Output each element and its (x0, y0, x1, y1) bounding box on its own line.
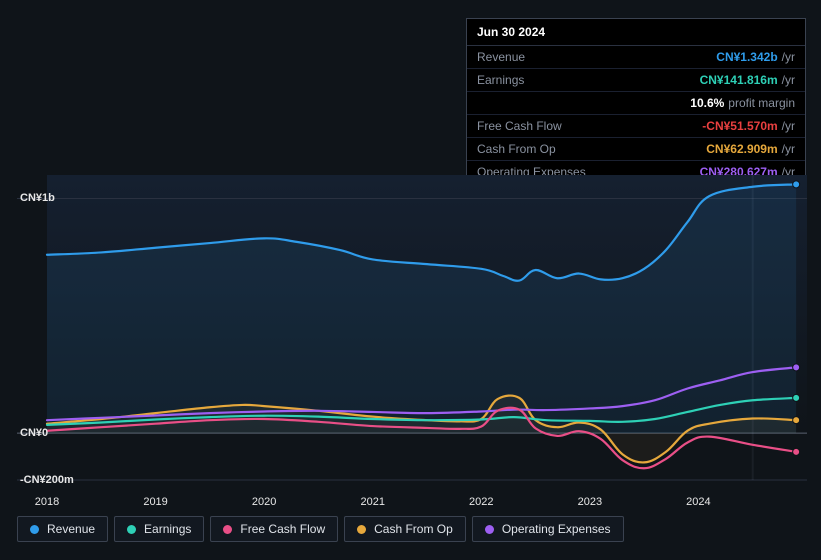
legend-item-label: Free Cash Flow (240, 522, 325, 536)
tooltip-row-unit: /yr (782, 142, 795, 156)
tooltip-row-label: Earnings (477, 73, 524, 87)
legend-item-earnings[interactable]: Earnings (114, 516, 204, 542)
tooltip-row-unit: /yr (782, 73, 795, 87)
tooltip-row-unit: /yr (782, 50, 795, 64)
tooltip-row-value: 10.6% (690, 96, 724, 110)
legend-item-cash_from_op[interactable]: Cash From Op (344, 516, 466, 542)
x-axis-label: 2019 (143, 496, 167, 508)
x-axis-label: 2020 (252, 496, 276, 508)
legend-item-op_expenses[interactable]: Operating Expenses (472, 516, 624, 542)
tooltip-row-unit: profit margin (728, 96, 795, 110)
x-axis-label: 2022 (469, 496, 493, 508)
legend-item-label: Cash From Op (374, 522, 453, 536)
chart-svg (17, 155, 807, 485)
legend-item-fcf[interactable]: Free Cash Flow (210, 516, 338, 542)
tooltip-row-value: CN¥141.816m (700, 73, 778, 87)
legend-item-label: Earnings (144, 522, 191, 536)
tooltip-row-label: Cash From Op (477, 142, 556, 156)
x-axis-label: 2018 (35, 496, 59, 508)
tooltip-row-label: Free Cash Flow (477, 119, 562, 133)
tooltip-row-value: -CN¥51.570m (702, 119, 777, 133)
x-axis-label: 2021 (360, 496, 384, 508)
y-axis-label: CN¥0 (20, 427, 48, 439)
tooltip-row: Free Cash Flow -CN¥51.570m/yr (467, 115, 805, 138)
tooltip-row: 10.6% profit margin (467, 92, 805, 115)
legend-item-label: Revenue (47, 522, 95, 536)
tooltip-row-value: CN¥1.342b (716, 50, 777, 64)
x-axis-label: 2024 (686, 496, 710, 508)
tooltip-row-label: Revenue (477, 50, 525, 64)
legend-swatch-icon (127, 525, 136, 534)
tooltip-row: Earnings CN¥141.816m/yr (467, 69, 805, 92)
financials-chart[interactable] (17, 155, 807, 485)
y-axis-label: -CN¥200m (20, 474, 74, 486)
legend-item-label: Operating Expenses (502, 522, 611, 536)
tooltip-row-value: CN¥62.909m (706, 142, 777, 156)
legend-swatch-icon (485, 525, 494, 534)
legend-swatch-icon (30, 525, 39, 534)
legend-swatch-icon (357, 525, 366, 534)
legend-swatch-icon (223, 525, 232, 534)
tooltip-row-unit: /yr (782, 119, 795, 133)
chart-legend: Revenue Earnings Free Cash Flow Cash From O… (17, 516, 624, 542)
legend-item-revenue[interactable]: Revenue (17, 516, 108, 542)
x-axis-label: 2023 (578, 496, 602, 508)
tooltip-date: Jun 30 2024 (467, 19, 805, 46)
tooltip-row: Revenue CN¥1.342b/yr (467, 46, 805, 69)
y-axis-label: CN¥1b (20, 192, 55, 204)
